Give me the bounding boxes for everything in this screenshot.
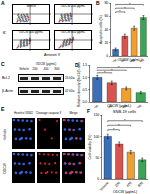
svg-text:*: * xyxy=(113,127,115,132)
svg-text:400: 400 xyxy=(121,104,128,108)
svg-text:400: 400 xyxy=(126,181,133,188)
svg-text:100: 100 xyxy=(93,135,99,139)
svg-text:*: * xyxy=(111,68,113,73)
svg-text:800: 800 xyxy=(137,181,144,188)
svg-text:Vehicle: Vehicle xyxy=(107,58,118,62)
svg-text:0.0: 0.0 xyxy=(82,100,87,104)
svg-text:*: * xyxy=(118,123,120,128)
svg-text:400: 400 xyxy=(129,58,136,62)
svg-text:200: 200 xyxy=(114,181,121,188)
svg-text:Vehicle: Vehicle xyxy=(88,104,99,108)
svg-text:20: 20 xyxy=(104,41,108,45)
svg-text:60: 60 xyxy=(104,14,108,18)
svg-text:200: 200 xyxy=(120,58,127,62)
svg-text:0.5: 0.5 xyxy=(82,88,87,92)
svg-text:800: 800 xyxy=(138,58,145,62)
svg-text:1.5: 1.5 xyxy=(82,63,87,67)
svg-text:ODCW (μg/mL): ODCW (μg/mL) xyxy=(113,190,137,194)
svg-text:50: 50 xyxy=(95,156,99,160)
svg-text:150: 150 xyxy=(93,113,99,117)
svg-text:800: 800 xyxy=(136,104,143,108)
svg-text:Vehicle: Vehicle xyxy=(99,181,110,192)
svg-text:*: * xyxy=(119,9,121,14)
svg-text:1.0: 1.0 xyxy=(82,76,87,80)
svg-text:*: * xyxy=(129,2,131,7)
svg-text:Relative density (Bcl-2/β-acti: Relative density (Bcl-2/β-actin) xyxy=(77,62,81,107)
svg-text:40: 40 xyxy=(104,28,108,32)
svg-text:ODCW (μg/mL): ODCW (μg/mL) xyxy=(117,58,141,62)
svg-text:*: * xyxy=(124,118,126,123)
svg-text:Cell viability (%): Cell viability (%) xyxy=(88,135,92,160)
svg-text:*: * xyxy=(124,6,126,11)
svg-text:ODCW (μg/mL): ODCW (μg/mL) xyxy=(107,104,131,108)
svg-text:SNB-19 cells: SNB-19 cells xyxy=(113,109,136,114)
svg-text:80: 80 xyxy=(104,1,108,5)
svg-text:*: * xyxy=(104,70,106,75)
svg-text:0: 0 xyxy=(97,177,99,181)
svg-text:200: 200 xyxy=(107,104,114,108)
svg-text:*: * xyxy=(118,65,120,70)
svg-text:0: 0 xyxy=(106,54,108,58)
svg-text:Apoptotic cells (%): Apoptotic cells (%) xyxy=(99,15,103,44)
